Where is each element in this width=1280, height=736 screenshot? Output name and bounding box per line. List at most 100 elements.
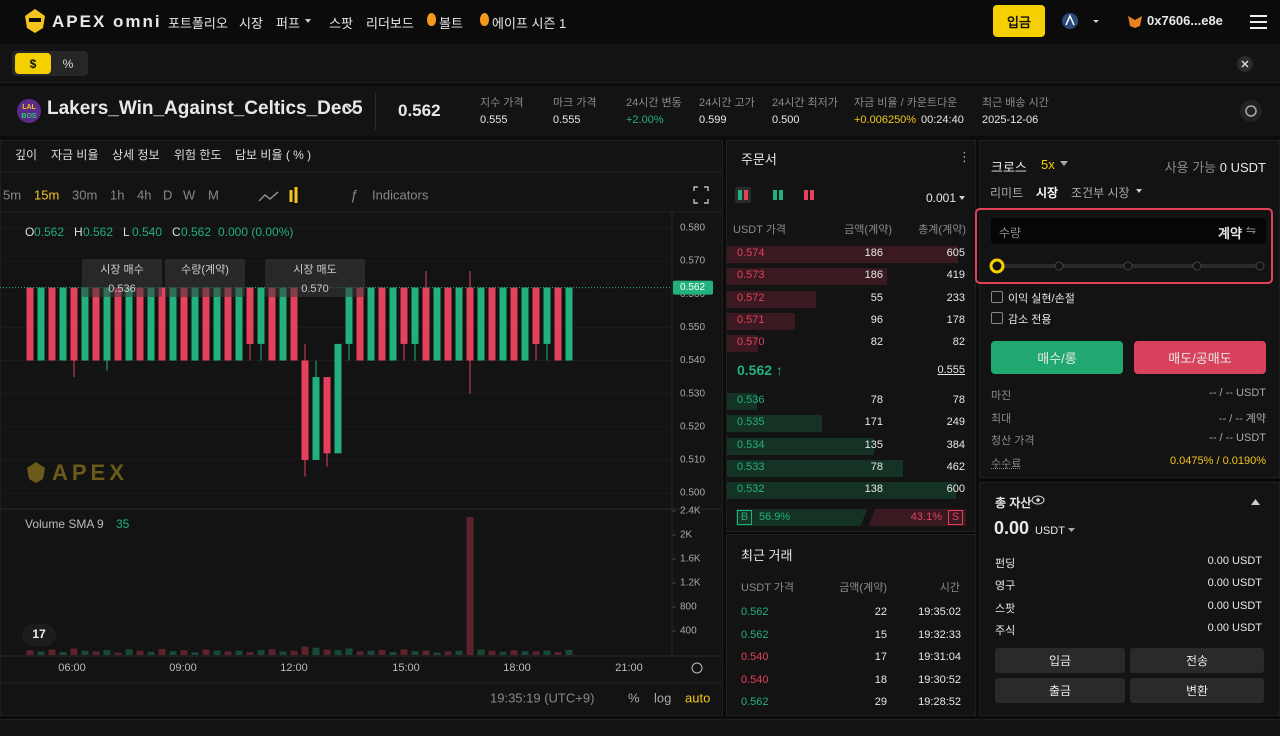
candle-body [257, 287, 265, 344]
volume-bar [565, 649, 573, 655]
price[interactable]: 0.571 [737, 313, 765, 326]
account-unit[interactable]: USDT [1035, 525, 1065, 537]
quantity-unit[interactable]: 계약 [1218, 226, 1242, 241]
menu-item[interactable]: 볼트 [439, 16, 463, 31]
candle-body [191, 287, 199, 361]
wallet-address[interactable]: 0x7606...e8e [1147, 13, 1223, 28]
menu-item[interactable]: 시장 [239, 16, 263, 31]
price[interactable]: 0.574 [737, 247, 765, 259]
price[interactable]: 0.573 [737, 269, 765, 282]
order-type[interactable]: 조건부 시장 [1071, 186, 1130, 200]
view-icon [779, 190, 783, 200]
interval-button: 1h [110, 187, 124, 202]
candle-body [521, 287, 529, 361]
order-type[interactable]: 리미트 [990, 186, 1024, 200]
account-value: 0.00 USDT [1207, 577, 1262, 590]
watermark: APEX [52, 460, 128, 485]
leverage[interactable]: 5x [1041, 157, 1055, 172]
network-selector[interactable] [1061, 12, 1101, 32]
price[interactable]: 0.536 [737, 394, 765, 406]
total: 605 [946, 247, 965, 259]
amount: 186 [864, 247, 883, 259]
interval-button: 4h [137, 187, 151, 202]
stat-label: 최근 배송 시간 [982, 97, 1049, 109]
menu-item[interactable]: 포트폴리오 [168, 16, 228, 31]
close-button[interactable] [1236, 55, 1254, 73]
margin-mode[interactable]: 크로스 [991, 160, 1027, 175]
dollar-toggle[interactable]: $ [15, 53, 51, 74]
candle-body [59, 287, 67, 361]
menu-icon[interactable] [1250, 14, 1268, 30]
price[interactable]: 0.532 [737, 483, 765, 496]
stat-label: 24시간 고가 [699, 97, 755, 109]
menu-item[interactable]: 에이프 시즌 1 [492, 16, 567, 31]
candle-body [312, 377, 320, 460]
column-header: 금액(계약) [844, 224, 892, 236]
market-symbol[interactable]: Lakers_Win_Against_Celtics_Dec5 [47, 98, 363, 119]
deposit-button[interactable]: 입금 [993, 5, 1045, 37]
buy-button[interactable]: 매수/롱 [991, 341, 1123, 374]
menu-item[interactable]: 리더보드 [366, 16, 414, 31]
quantity-input[interactable] [991, 218, 1266, 244]
price[interactable]: 0.572 [737, 291, 765, 304]
volume-tick-label: 1.6K [680, 554, 701, 565]
total: 384 [946, 438, 965, 451]
interval-button: 15m [34, 187, 59, 202]
unit-swap-icon[interactable]: ⇋ [1246, 223, 1257, 237]
order-hint-label: 수량(계약) [181, 262, 229, 276]
logo-text[interactable]: APEX omni [52, 12, 162, 31]
candle-body [169, 287, 177, 361]
order-hint-label: 시장 매도 [293, 263, 337, 276]
sell-button[interactable]: 매도/공매도 [1134, 341, 1266, 374]
menu-item[interactable]: 스팟 [329, 16, 353, 31]
amount: 78 [870, 394, 883, 406]
collapse-icon[interactable] [1251, 499, 1260, 505]
price[interactable]: 0.570 [737, 336, 765, 349]
volume-tick-label: 2.4K [680, 506, 701, 517]
trades-panel [726, 534, 976, 716]
interval-button: 5m [3, 187, 21, 202]
tick-caret [959, 196, 965, 200]
depth-bar [727, 459, 904, 477]
tick-size[interactable]: 0.001 [926, 191, 957, 205]
candle-body [532, 287, 540, 344]
candle-body [499, 287, 507, 361]
settings-button[interactable] [1239, 99, 1263, 123]
checkbox[interactable] [991, 291, 1003, 303]
amount: 82 [870, 336, 883, 349]
percent-toggle[interactable]: % [62, 56, 74, 71]
account-button[interactable]: 전송 [1130, 648, 1264, 673]
account-button[interactable]: 변환 [1130, 678, 1264, 703]
menu-caret [305, 19, 311, 23]
x-tick-label: 12:00 [280, 662, 308, 674]
interval-button: 30m [72, 187, 97, 202]
column-header: 금액(계약) [839, 582, 887, 594]
price[interactable]: 0.535 [737, 416, 765, 429]
mark-price: 0.555 [937, 364, 965, 376]
watermark-icon [27, 462, 45, 483]
price[interactable]: 0.534 [737, 438, 765, 451]
ohlc-key: C [172, 225, 181, 239]
order-type[interactable]: 시장 [1036, 186, 1059, 200]
stat-value: 2025-12-06 [982, 114, 1039, 126]
quantity-slider[interactable] [988, 256, 1270, 276]
volume-bar [543, 650, 551, 655]
ohlc-value: 0.562 [34, 225, 64, 239]
trade-price: 0.562 [741, 606, 769, 618]
checkbox[interactable] [991, 312, 1003, 324]
chart-tab: 상세 정보 [112, 148, 160, 162]
account-button[interactable]: 입금 [995, 648, 1125, 673]
mid-price: 0.562 ↑ [737, 362, 783, 378]
market-badge: LAL BOS [17, 99, 41, 123]
menu-item[interactable]: 퍼프 [276, 16, 300, 31]
volume-tick-label: 800 [680, 602, 697, 613]
candle-body [26, 287, 34, 361]
view-icon [738, 190, 742, 200]
symbol-chevron[interactable] [344, 104, 358, 114]
ohlc-key: H [74, 225, 83, 239]
visibility-toggle[interactable] [1031, 495, 1045, 505]
available-balance: 사용 가능 0 USDT [1165, 157, 1266, 176]
account-button[interactable]: 출금 [995, 678, 1125, 703]
price[interactable]: 0.533 [737, 460, 765, 473]
volume-bar [81, 650, 89, 655]
